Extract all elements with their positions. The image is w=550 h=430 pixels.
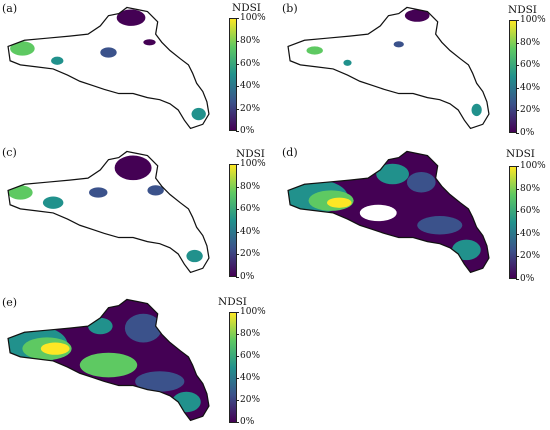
colorbar-tick: 0% [235,417,255,427]
colorbar-tick: 40% [515,83,541,93]
colorbar [509,166,517,279]
colorbar-tick: 20% [235,249,261,259]
colorbar-tick: 80% [515,184,541,194]
map-panel-a [7,6,210,130]
colorbar [229,312,237,423]
colorbar [509,20,517,133]
colorbar-tick: 40% [235,81,261,91]
colorbar-tick: 0% [235,272,255,282]
colorbar-tick: 60% [235,351,261,361]
panel-a: (a) NDSI 100% 80% 60% 40% 20% 0% [0,0,270,140]
panel-e: (e) NDSI 100% 80% 60% 40% 20% 0% [0,290,270,430]
panel-label: (c) [2,146,17,159]
colorbar-tick: 60% [235,59,261,69]
colorbar-tick: 80% [235,36,261,46]
colorbar-tick: 60% [235,204,261,214]
colorbar-tick: 0% [515,274,535,284]
panel-b: (b) NDSI 100% 80% 60% 40% 20% 0% [280,0,550,140]
colorbar [229,164,237,277]
map-panel-d [287,150,490,274]
colorbar-tick: 40% [515,229,541,239]
colorbar-tick: 100% [236,307,266,317]
colorbar-tick: 20% [235,395,261,405]
panel-d: (d) NDSI 100% 80% 60% 40% 20% 0% [280,144,550,284]
colorbar-tick: 80% [235,182,261,192]
colorbar-tick: 0% [235,126,255,136]
colorbar-tick: 100% [516,15,546,25]
colorbar-tick: 80% [235,329,261,339]
colorbar-tick: 20% [515,105,541,115]
panel-label: (b) [282,2,298,15]
panel-label: (d) [282,146,298,159]
map-panel-c [7,150,210,274]
panel-c: (c) NDSI 100% 80% 60% 40% 20% 0% [0,144,270,284]
panel-label: (e) [2,296,18,309]
colorbar-tick: 20% [515,251,541,261]
colorbar-title: NDSI [232,2,261,14]
colorbar-tick: 40% [235,227,261,237]
colorbar-tick: 20% [235,104,261,114]
colorbar-tick: 100% [516,161,546,171]
map-panel-e [7,298,210,422]
colorbar-title: NDSI [508,4,537,16]
colorbar-tick: 60% [515,60,541,70]
colorbar-title: NDSI [218,296,247,308]
panel-label: (a) [2,2,18,15]
colorbar-tick: 100% [236,159,266,169]
colorbar-title: NDSI [236,148,265,160]
colorbar-title: NDSI [506,148,535,160]
colorbar-tick: 60% [515,206,541,216]
colorbar-tick: 80% [515,38,541,48]
colorbar-tick: 40% [235,373,261,383]
map-panel-b [287,6,490,130]
colorbar-tick: 0% [515,128,535,138]
colorbar-tick: 100% [236,13,266,23]
colorbar [229,18,237,131]
